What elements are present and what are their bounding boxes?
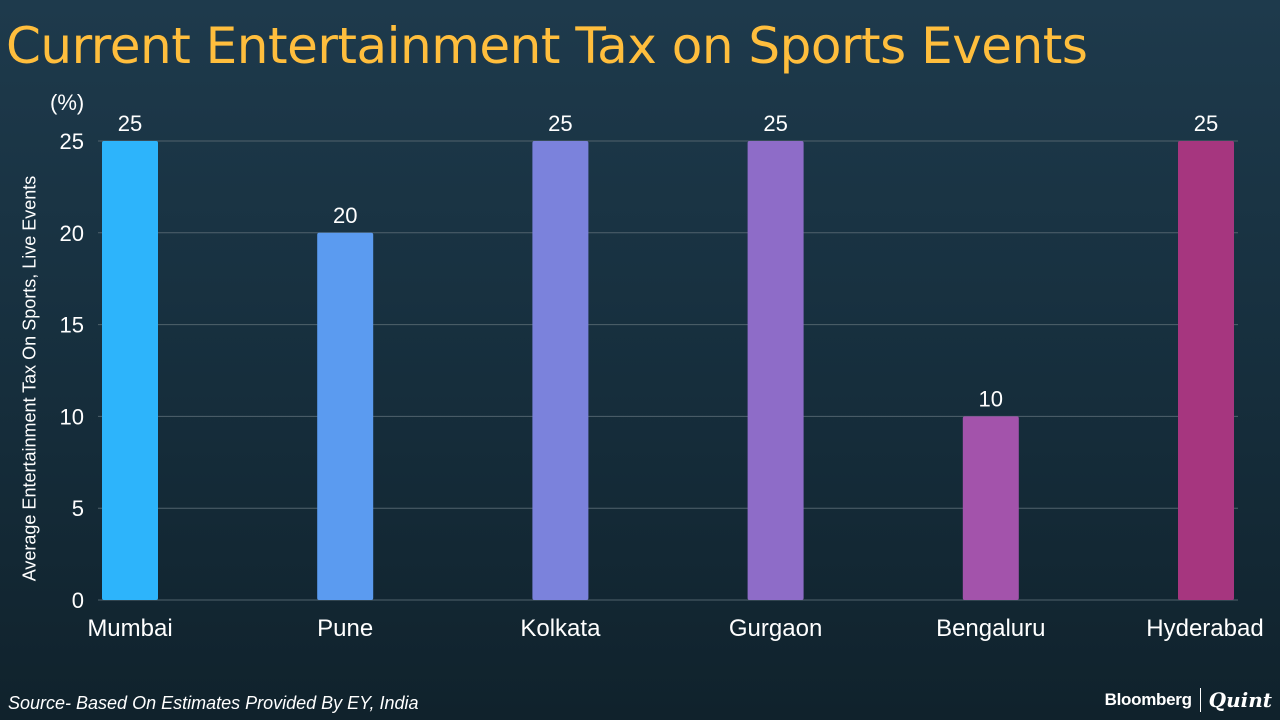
y-tick-label: 25 <box>60 129 84 154</box>
x-tick-label-pune: Pune <box>317 615 373 642</box>
data-label-kolkata: 25 <box>548 111 572 136</box>
brand-name: Bloomberg <box>1104 690 1192 709</box>
y-tick-label: 15 <box>60 313 84 338</box>
bar-bengaluru <box>962 416 1019 600</box>
x-tick-label-hyderabad: Hyderabad <box>1146 615 1263 642</box>
source-note: Source- Based On Estimates Provided By E… <box>8 693 419 713</box>
bar-pune <box>317 232 374 601</box>
data-label-mumbai: 25 <box>118 111 142 136</box>
data-label-bengaluru: 10 <box>979 386 1003 411</box>
y-tick-label: 10 <box>60 404 84 429</box>
x-tick-label-bengaluru: Bengaluru <box>936 615 1045 642</box>
y-tick-label: 20 <box>60 221 84 246</box>
data-label-gurgaon: 25 <box>763 111 787 136</box>
data-label-hyderabad: 25 <box>1194 111 1218 136</box>
brand-logo: Bloomberg Quint <box>1105 686 1272 714</box>
bar-gurgaon <box>747 141 804 600</box>
x-tick-label-kolkata: Kolkata <box>520 615 601 642</box>
y-tick-label: 5 <box>72 496 84 521</box>
bar-kolkata <box>532 141 589 600</box>
y-axis-ticks: 0 5 10 15 20 25 <box>60 129 84 613</box>
brand-partner-name: Quint <box>1208 688 1272 712</box>
data-labels: 25 20 25 25 10 25 <box>118 111 1218 411</box>
bar-hyderabad <box>1178 141 1234 600</box>
x-tick-label-gurgaon: Gurgaon <box>729 615 822 642</box>
x-axis-ticks: Mumbai Pune Kolkata Gurgaon Bengaluru Hyderab… <box>87 615 1263 642</box>
bar-mumbai <box>102 141 158 600</box>
data-label-pune: 20 <box>333 203 357 228</box>
y-tick-label: 0 <box>72 588 84 613</box>
y-axis-unit: (%) <box>50 90 85 115</box>
bars <box>102 141 1234 601</box>
chart-title: Current Entertainment Tax on Sports Even… <box>6 17 1088 75</box>
gridlines <box>98 140 1238 601</box>
brand-divider <box>1199 688 1201 712</box>
x-tick-label-mumbai: Mumbai <box>87 615 172 642</box>
